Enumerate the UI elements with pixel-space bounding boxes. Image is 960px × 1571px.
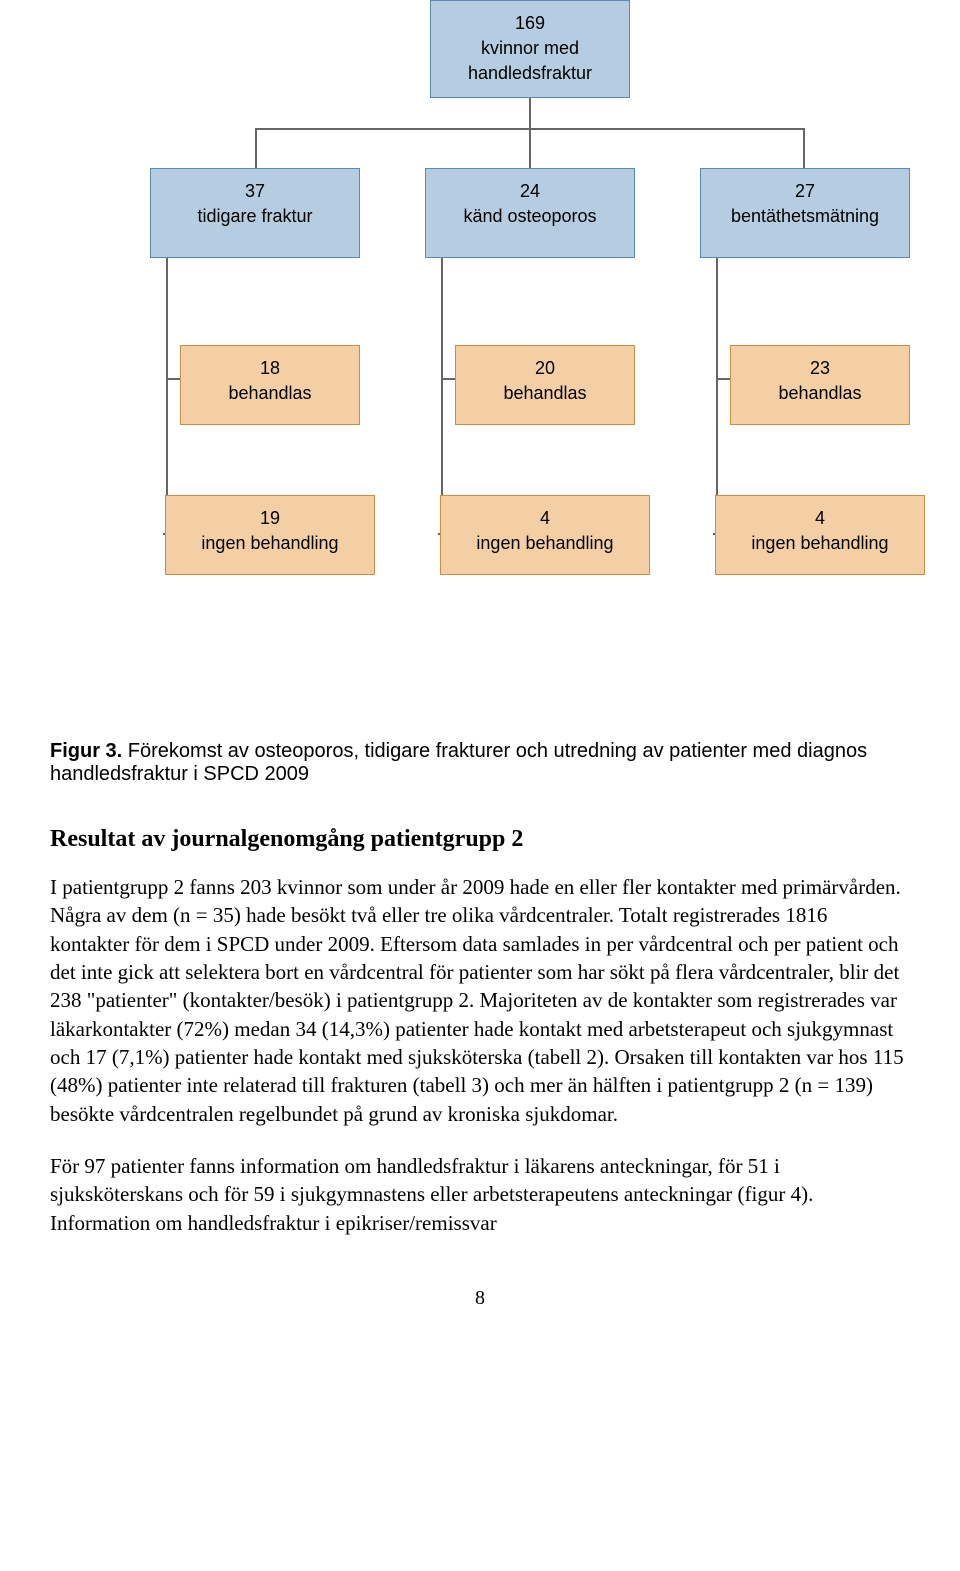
level3-node-1-label: behandlas xyxy=(470,381,620,406)
level4-node-1-label: ingen behandling xyxy=(455,531,635,556)
level3-node-0-label: behandlas xyxy=(195,381,345,406)
level2-node-1-label: känd osteoporos xyxy=(440,204,620,229)
level3-node-0-count: 18 xyxy=(195,356,345,381)
connector xyxy=(166,258,168,535)
page-number: 8 xyxy=(50,1287,910,1310)
root-node-count: 169 xyxy=(445,11,615,36)
level4-node-2-count: 4 xyxy=(730,506,910,531)
level4-node-1: 4ingen behandling xyxy=(440,495,650,575)
level3-node-2: 23behandlas xyxy=(730,345,910,425)
level2-node-0-label: tidigare fraktur xyxy=(165,204,345,229)
root-node: 169kvinnor med handledsfraktur xyxy=(430,0,630,98)
level4-node-0-label: ingen behandling xyxy=(180,531,360,556)
connector xyxy=(441,258,443,535)
document-page: 169kvinnor med handledsfraktur 37tidigare… xyxy=(0,0,960,1350)
connector xyxy=(166,378,180,380)
level3-node-2-label: behandlas xyxy=(745,381,895,406)
level2-node-0-count: 37 xyxy=(165,179,345,204)
level4-node-0-count: 19 xyxy=(180,506,360,531)
level2-node-2: 27bentäthetsmätning xyxy=(700,168,910,258)
level3-node-2-count: 23 xyxy=(745,356,895,381)
level2-node-2-count: 27 xyxy=(715,179,895,204)
figure-caption: Figur 3. Förekomst av osteoporos, tidiga… xyxy=(50,740,910,786)
connector xyxy=(441,378,455,380)
connector xyxy=(716,258,718,535)
figure-caption-text: Förekomst av osteoporos, tidigare fraktu… xyxy=(50,740,867,785)
root-node-label: kvinnor med handledsfraktur xyxy=(445,36,615,86)
level3-node-1-count: 20 xyxy=(470,356,620,381)
section-heading: Resultat av journalgenomgång patientgrup… xyxy=(50,826,910,853)
body-paragraph-2: För 97 patienter fanns information om ha… xyxy=(50,1152,910,1237)
level2-node-1-count: 24 xyxy=(440,179,620,204)
level2-node-0: 37tidigare fraktur xyxy=(150,168,360,258)
level2-node-1: 24känd osteoporos xyxy=(425,168,635,258)
level4-node-2-label: ingen behandling xyxy=(730,531,910,556)
connector xyxy=(529,128,531,168)
level3-node-0: 18behandlas xyxy=(180,345,360,425)
level4-node-1-count: 4 xyxy=(455,506,635,531)
level2-node-2-label: bentäthetsmätning xyxy=(715,204,895,229)
connector xyxy=(255,128,257,168)
level4-node-2: 4ingen behandling xyxy=(715,495,925,575)
connector xyxy=(803,128,805,168)
level3-node-1: 20behandlas xyxy=(455,345,635,425)
connector xyxy=(716,378,730,380)
body-paragraph-1: I patientgrupp 2 fanns 203 kvinnor som u… xyxy=(50,873,910,1128)
level4-node-0: 19ingen behandling xyxy=(165,495,375,575)
figure-label: Figur 3. xyxy=(50,740,122,762)
flowchart: 169kvinnor med handledsfraktur 37tidigare… xyxy=(50,0,910,700)
